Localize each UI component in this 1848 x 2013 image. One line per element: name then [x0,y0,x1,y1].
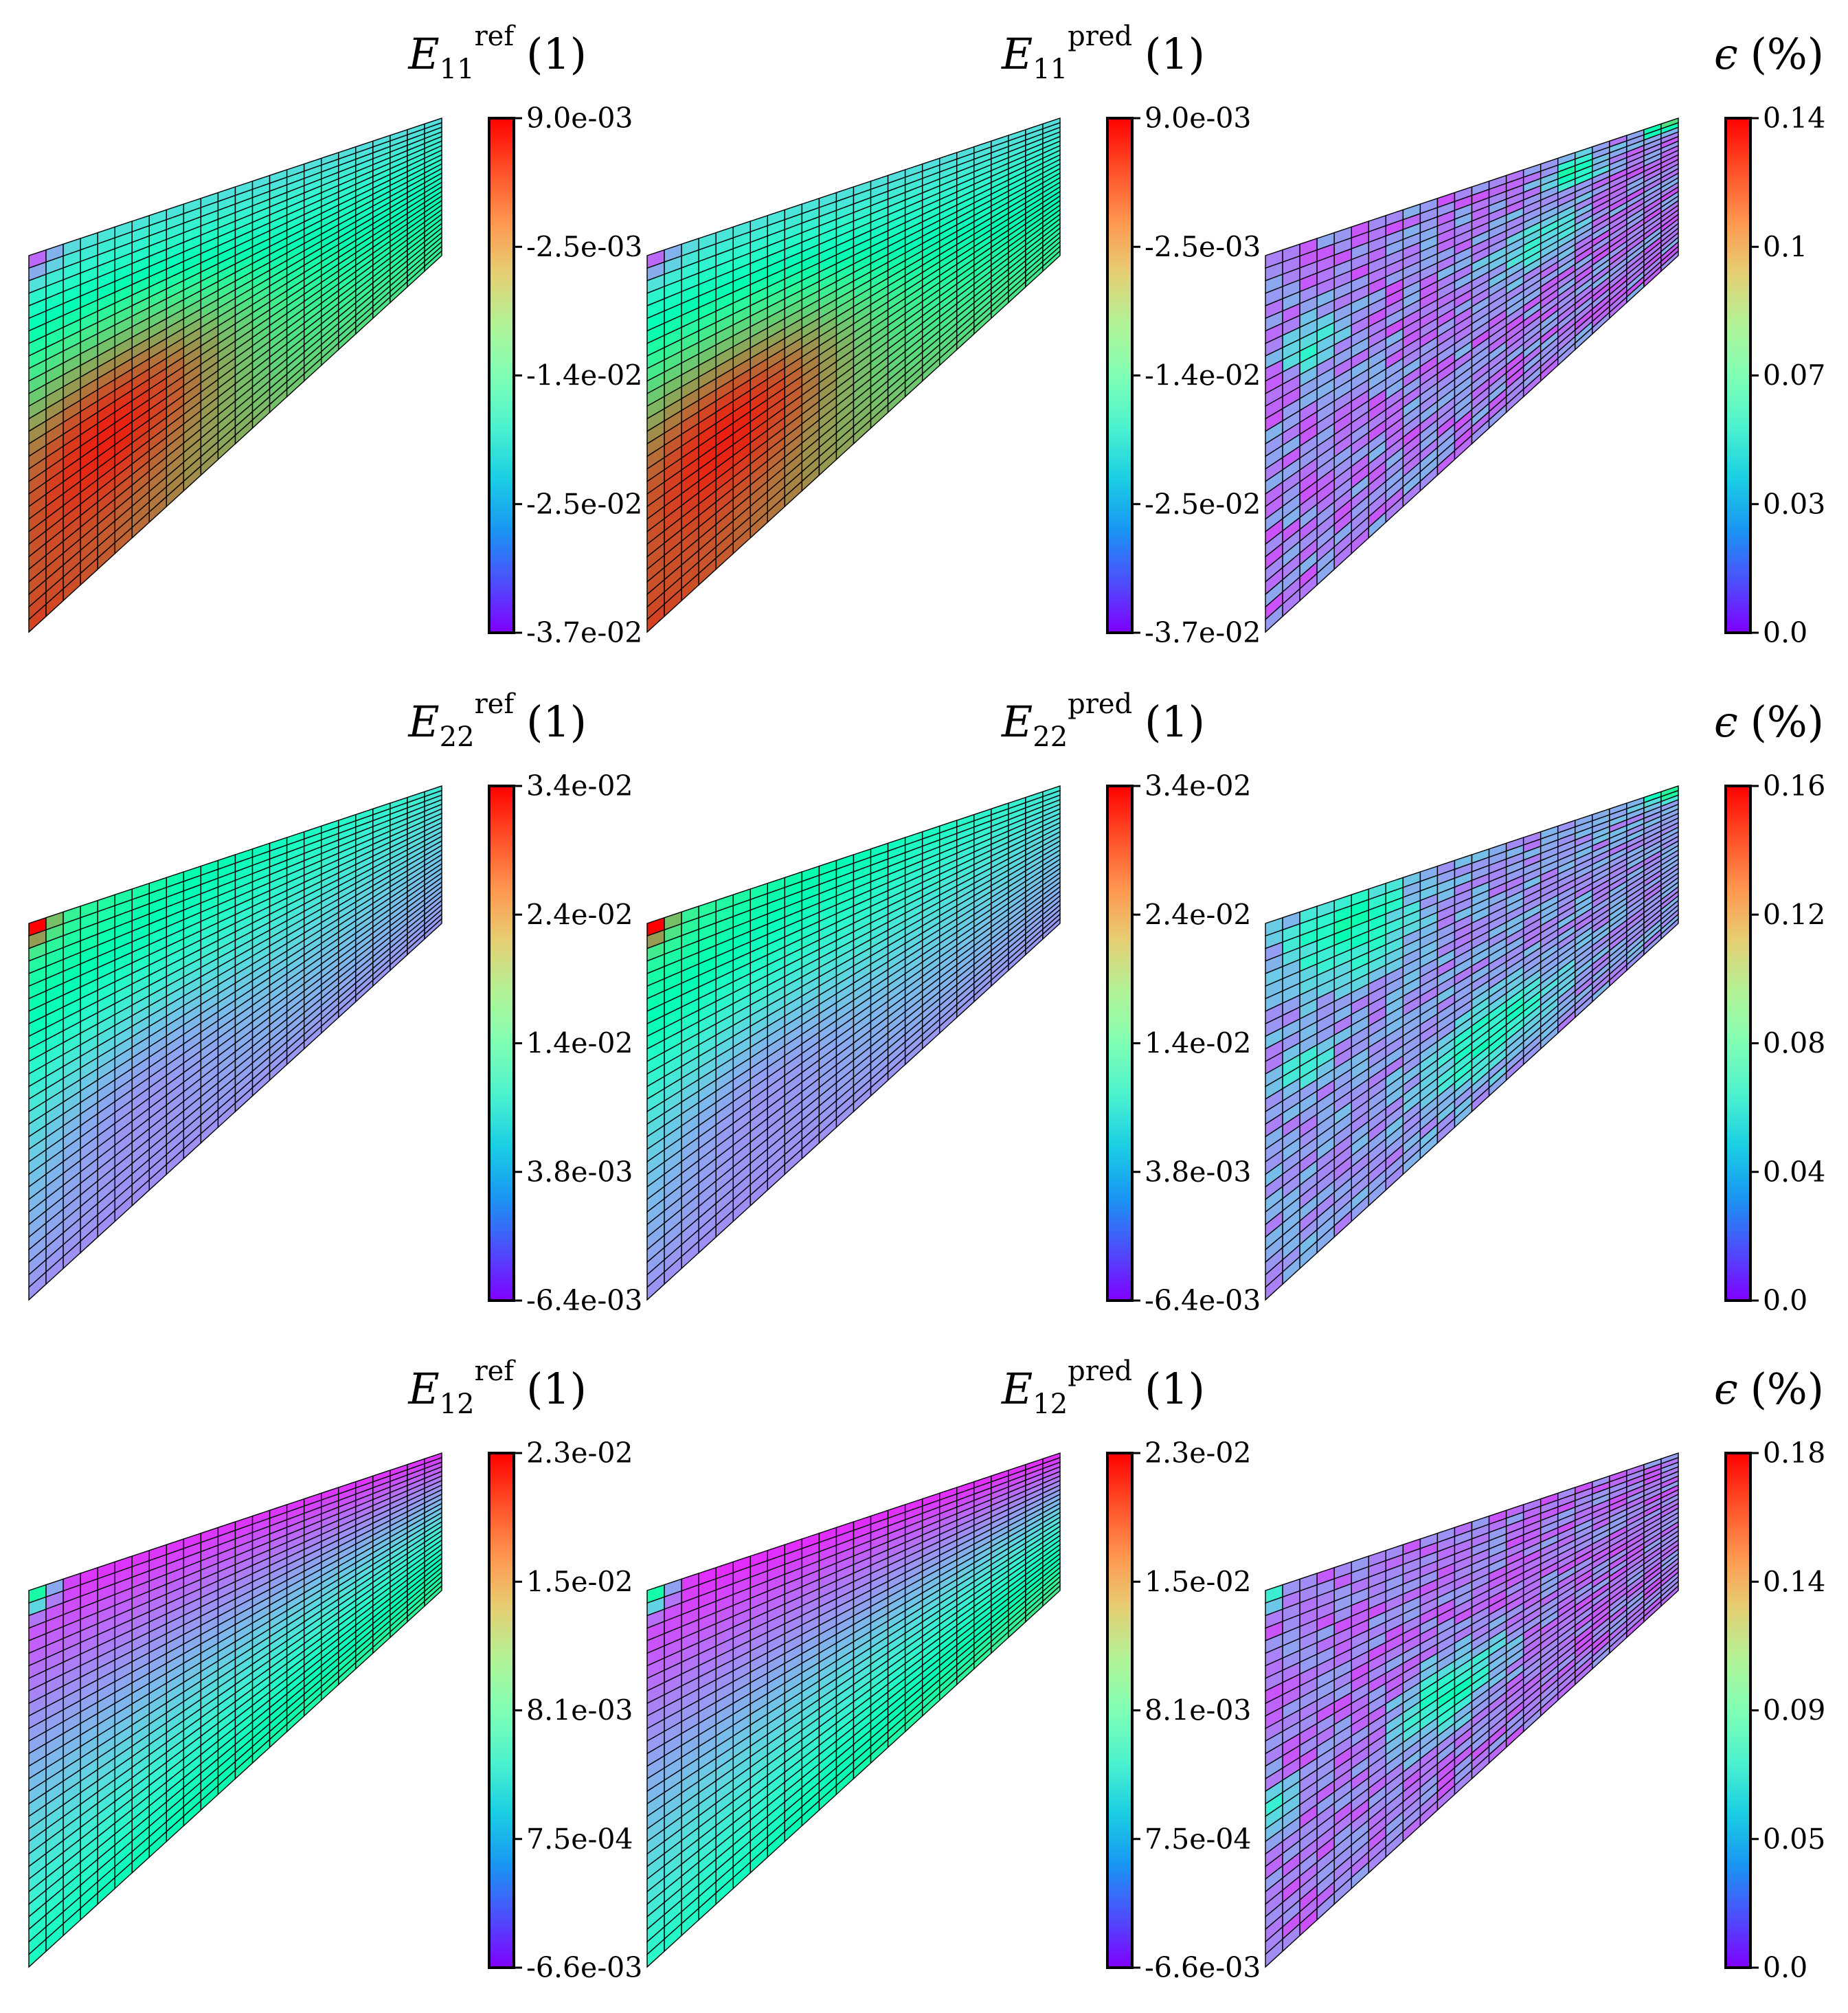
panel-title: ϵ (%) [1714,697,1824,747]
title-quantity: E [1001,29,1033,79]
title-quantity: E [407,697,439,747]
colorbar-tick-label: 0.07 [1763,359,1825,392]
colorbar-tick-label: -2.5e-03 [526,230,642,263]
colorbar [1724,785,1752,1302]
colorbar-tick-label: 0.0 [1763,1284,1807,1317]
title-superscript: ref [475,21,517,52]
title-subscript: 22 [1033,721,1068,753]
panel-1: E11ref (1) 9.0e-03 -2.5e-03 -1.4e-02 -2.5e-02… [28,21,642,649]
title-subscript: 22 [440,721,475,753]
title-quantity: E [1001,697,1033,747]
title-unit: (1) [526,29,587,79]
title-unit: (1) [1145,29,1205,79]
title-unit: (1) [1145,697,1205,747]
title-superscript: ref [475,688,517,720]
colorbar-tick-label: -1.4e-02 [526,359,642,392]
colorbar-tick-label: 9.0e-03 [1145,102,1252,135]
mesh-plot [1265,785,1679,1301]
colorbar-tick-label: 0.0 [1763,616,1807,649]
title-quantity: ϵ [1714,29,1738,79]
mesh-cell [1660,249,1679,273]
title-subscript: 11 [1033,54,1068,85]
panel-title: E11ref (1) [407,21,587,85]
colorbar-tick-label: 3.4e-02 [1145,769,1252,802]
mesh-plot [646,785,1061,1301]
mesh-cell [1042,249,1061,273]
colorbar-tick-label: 0.16 [1763,769,1825,802]
colorbar-tick-label: 0.12 [1763,898,1825,931]
colorbar-tick-label: -2.5e-03 [1145,230,1261,263]
colorbar-tick-label: 2.4e-02 [1145,898,1252,931]
mesh-plot [646,117,1061,633]
title-unit: (1) [526,697,587,747]
colorbar-tick-label: -1.4e-02 [1145,359,1261,392]
mesh-plot [28,117,442,633]
colorbar-tick-label: 3.8e-03 [526,1156,633,1189]
colorbar-tick-label: 0.03 [1763,488,1825,521]
colorbar [1106,785,1134,1302]
colorbar-tick-label: 3.8e-03 [1145,1156,1252,1189]
mesh-cell [424,249,442,273]
colorbar-tick-label: -3.7e-02 [1145,616,1261,649]
panel-title: E22pred (1) [1001,688,1205,753]
mesh-plot [28,1452,442,1968]
colorbar-tick-label: 2.4e-02 [526,898,633,931]
title-quantity: E [407,29,439,79]
title-unit: (%) [1750,29,1824,79]
panel-3: ϵ (%) 0.14 0.1 0.07 0.03 0.0 [1265,29,1825,649]
title-superscript: pred [1068,688,1132,720]
panel-4: E22ref (1) 3.4e-02 2.4e-02 1.4e-02 3.8e-03 -6.… [28,688,642,1317]
colorbar [488,117,515,634]
colorbar-tick-label: -3.7e-02 [526,616,642,649]
title-quantity: ϵ [1714,697,1738,747]
colorbar-tick-label: 0.1 [1763,230,1807,263]
panel-5: E22pred (1) 3.4e-02 2.4e-02 1.4e-02 3.8e-03 -6… [646,688,1261,1317]
colorbar-tick-label: -6.4e-03 [526,1284,642,1317]
colorbar-tick-label: 1.4e-02 [1145,1027,1252,1060]
title-superscript: pred [1068,21,1132,52]
colorbar-tick-label: 3.4e-02 [526,769,633,802]
colorbar-tick-label: -2.5e-02 [1145,488,1261,521]
colorbar-tick-label: 1.4e-02 [526,1027,633,1060]
panel-2: E11pred (1) 9.0e-03 -2.5e-03 -1.4e-02 -2.5e-0… [646,21,1261,649]
panel-title: E11pred (1) [1001,21,1205,85]
colorbar-tick-label: 0.14 [1763,102,1825,135]
panel-title: E22ref (1) [407,688,587,753]
mesh-plot [1265,117,1679,633]
panel-title: ϵ (%) [1714,29,1824,79]
colorbar-tick-label: -2.5e-02 [526,488,642,521]
colorbar-tick-label: 0.04 [1763,1156,1825,1189]
colorbar [1106,117,1134,634]
colorbar-tick-label: -6.4e-03 [1145,1284,1261,1317]
mesh-plot [28,785,442,1301]
title-unit: (%) [1750,697,1824,747]
colorbar-tick-label: 9.0e-03 [526,102,633,135]
panel-7: E12ref (1)2.3e-021.5e-028.1e-037.5e-04-6.… [28,1356,642,1984]
colorbar-tick-label: 0.08 [1763,1027,1825,1060]
panel-6: ϵ (%) 0.16 0.12 0.08 0.04 0.0 [1265,697,1825,1317]
colorbar [1724,117,1752,634]
colorbar [488,785,515,1302]
title-subscript: 11 [440,54,475,85]
